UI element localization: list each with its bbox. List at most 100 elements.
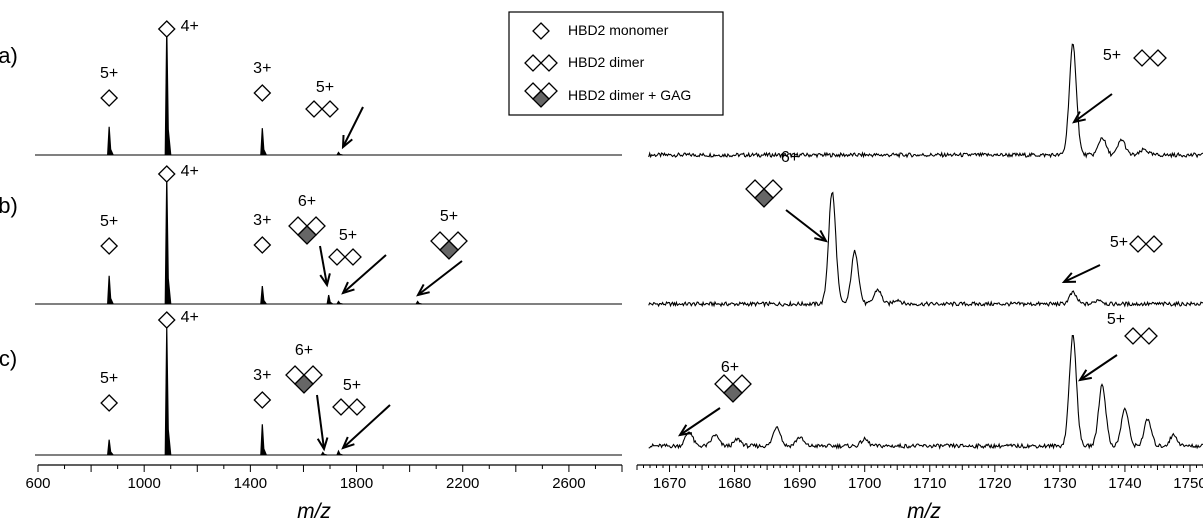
annotation-label: 5+ [100, 370, 118, 387]
right-spectrum-panel [648, 191, 1203, 308]
peak-annotation: 4+ [157, 309, 199, 329]
peak-annotation: 5+ [100, 370, 118, 412]
dimer-diamond-icon [305, 100, 323, 118]
spectrum-peak [107, 275, 114, 305]
spectrum-peak [107, 126, 114, 156]
annotation-arrow-line [1073, 93, 1113, 123]
peak-annotation: 5+ [100, 65, 118, 107]
gag-diamond-icon [297, 225, 317, 245]
x-tick-label: 1750 [1173, 475, 1203, 492]
legend: HBD2 monomer HBD2 dimer HBD2 dimer + GAG [508, 11, 724, 116]
annotation-arrow-line [342, 254, 387, 294]
dimer-diamond-icon [348, 398, 366, 416]
arrow-head [1077, 369, 1092, 382]
dimer-diamond-icon [1145, 235, 1163, 253]
peak-annotation: 5+ [305, 79, 364, 150]
peak-annotation: 6+ [288, 193, 331, 288]
dimer-diamond-icon [332, 398, 350, 416]
x-tick-label: 1800 [340, 475, 373, 492]
peak-annotation: 6+ [285, 342, 329, 452]
x-tick-label: 1700 [848, 475, 881, 492]
arrow-head [677, 424, 692, 437]
spectrum-peak [260, 128, 267, 156]
x-tick-label: 1730 [1043, 475, 1076, 492]
annotation-label: 6+ [721, 359, 739, 376]
spectrum-trace [648, 191, 1203, 308]
left-spectrum-panel: a) 5+ 4+ 3+ 5+ [0, 18, 622, 156]
dimer-diamond-icon [1149, 49, 1167, 67]
monomer-diamond-icon [157, 20, 176, 38]
annotation-label: 6+ [295, 342, 313, 359]
legend-label: HBD2 dimer [568, 54, 645, 70]
annotation-label: 5+ [1110, 234, 1128, 251]
annotation-arrow-line [342, 106, 364, 148]
monomer-diamond-icon [253, 236, 272, 254]
dimer-diamond-icon [328, 248, 346, 266]
annotation-label: 5+ [100, 213, 118, 230]
arrow-head [814, 229, 828, 243]
gag-diamond-icon [754, 188, 774, 208]
spectrum-trace [648, 43, 1203, 159]
x-tick-label: 1000 [127, 475, 160, 492]
annotation-label: 5+ [100, 65, 118, 82]
spectrum-peak [320, 451, 327, 456]
dimer-diamond-icon [1124, 327, 1142, 345]
dimer-diamond-icon [1129, 235, 1147, 253]
annotation-label: 3+ [253, 212, 271, 229]
annotation-label: 6+ [298, 193, 316, 210]
legend-label: HBD2 dimer + GAG [568, 87, 691, 103]
peak-annotation: 3+ [253, 212, 272, 254]
peak-annotation: 5+ [332, 377, 391, 450]
panel-label: b) [0, 193, 18, 218]
x-tick-label: 1400 [234, 475, 267, 492]
annotation-arrow-line [316, 394, 325, 450]
x-tick-label: 1710 [913, 475, 946, 492]
right-spectrum-panel [648, 335, 1203, 450]
spectrum-peak [260, 424, 267, 456]
spectrum-peak [164, 26, 172, 156]
x-tick-label: 1720 [978, 475, 1011, 492]
x-tick-label: 2600 [552, 475, 585, 492]
dimer-diamond-icon [1133, 49, 1151, 67]
peak-annotation: 4+ [157, 163, 199, 183]
monomer-diamond-icon [253, 391, 272, 409]
annotation-arrow-line [342, 404, 391, 449]
gag-diamond-icon [532, 90, 550, 108]
spectrum-peak [260, 286, 267, 305]
annotation-arrow-line [1079, 354, 1118, 381]
spectrum-peak [164, 326, 172, 456]
dimer-diamond-icon [540, 54, 558, 72]
peak-annotation: 5+ [328, 227, 387, 295]
gag-diamond-icon [439, 240, 459, 260]
gag-diamond-icon [723, 383, 743, 403]
left-spectrum-panel: b) 5+ 4+ 3+ 6+ 5+ 5+ [0, 163, 622, 305]
x-axis-label: m/z [907, 500, 941, 523]
annotation-label: 3+ [253, 367, 271, 384]
annotation-label: 4+ [181, 163, 199, 180]
right-spectra-plot: 5+ 6+ 5+ 6+ 5+ 1670 1680 1690 1700 1710 1720 1730 17… [636, 43, 1203, 523]
x-axis-label: m/z [297, 500, 331, 523]
right-x-axis: 1670 1680 1690 1700 1710 1720 1730 1740 1750 m/z [636, 464, 1203, 523]
spectrum-peak [336, 449, 343, 456]
monomer-diamond-icon [100, 237, 119, 255]
annotation-label: 4+ [181, 309, 199, 326]
monomer-diamond-icon [157, 311, 176, 329]
left-x-axis: 600 1000 1400 1800 2200 2600 m/z [25, 464, 623, 523]
peak-annotation: 5+ [416, 208, 468, 297]
spectrum-peak [415, 300, 422, 305]
annotation-label: 5+ [1107, 311, 1125, 328]
arrow-head [319, 273, 331, 288]
peak-annotation: 6+ [745, 149, 828, 243]
legend-entry: HBD2 monomer [532, 22, 669, 40]
gag-diamond-icon [294, 374, 314, 394]
legend-label: HBD2 monomer [568, 22, 669, 38]
x-tick-label: 600 [25, 475, 50, 492]
spectrum-peak [336, 151, 343, 156]
annotation-label: 5+ [343, 377, 361, 394]
monomer-diamond-icon [157, 165, 176, 183]
spectrum-peak [164, 175, 172, 305]
x-tick-label: 2200 [446, 475, 479, 492]
arrow-head [1072, 111, 1086, 124]
annotation-label: 5+ [440, 208, 458, 225]
